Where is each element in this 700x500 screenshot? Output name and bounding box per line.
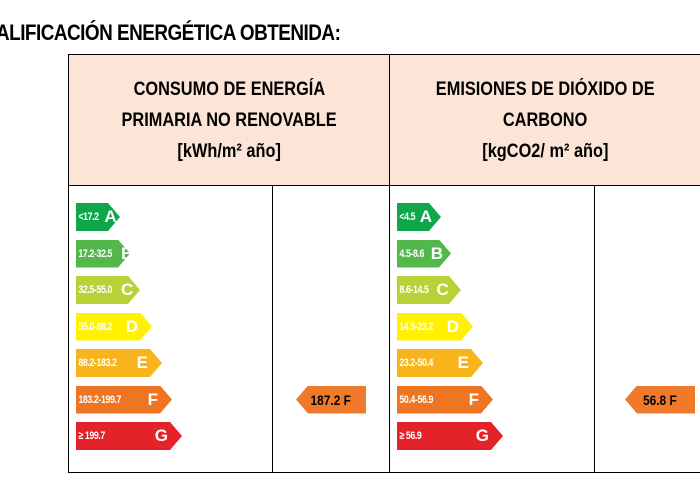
band-letter: E (136, 353, 148, 372)
table-border-mid (69, 185, 700, 186)
band-range-label: 4.5-8.6 (399, 247, 424, 260)
table-divider-left-result (272, 185, 273, 473)
energy-band-g-emissions: ≥ 56.9 G (397, 422, 503, 450)
energy-band-e-emissions: 23.2-50.4 E (397, 349, 483, 377)
header-emissions-unit: [kgCO2/ m² año] (481, 140, 609, 162)
band-range-label: <17.2 (78, 211, 99, 223)
header-energy: CONSUMO DE ENERGÍA PRIMARIA NO RENOVABLE… (69, 55, 389, 185)
band-range-label: 50.4-56.9 (399, 393, 433, 406)
energy-band-d-consumption: 55.0-88.2 D (76, 313, 152, 341)
band-letter: F (468, 389, 479, 409)
band-letter: F (147, 389, 158, 409)
energy-band-d-emissions: 14.5-23.2 D (397, 313, 473, 341)
band-range-label: 23.2-50.4 (399, 357, 433, 369)
energy-band-a-emissions: <4.5 A (397, 203, 441, 231)
energy-band-f-consumption: 183.2-199.7 F (76, 386, 172, 414)
band-letter: C (436, 280, 449, 299)
header-emissions-line2: CARBONO (502, 109, 588, 131)
energy-band-a-consumption: <17.2 A (76, 203, 120, 231)
band-letter: E (457, 353, 469, 372)
band-range-label: 183.2-199.7 (78, 393, 121, 406)
table-border-left (68, 54, 69, 473)
page-title: ALIFICACIÓN ENERGÉTICA OBTENIDA: (0, 20, 341, 45)
result-value: 187.2 F (310, 391, 352, 408)
band-range-label: 17.2-32.5 (78, 247, 112, 260)
band-range-label: ≥ 199.7 (78, 430, 105, 442)
consumption-result-arrow: 187.2 F (296, 385, 366, 414)
band-letter: G (475, 426, 489, 445)
band-range-label: 32.5-55.0 (78, 284, 112, 296)
energy-band-g-consumption: ≥ 199.7 G (76, 422, 182, 450)
header-emissions-line1: EMISIONES DE DIÓXIDO DE (435, 78, 655, 100)
table-border-bottom (69, 472, 700, 473)
band-letter: A (104, 207, 117, 226)
table-border-top (69, 54, 700, 55)
table-divider-right-result (594, 185, 595, 473)
header-energy-line2: PRIMARIA NO RENOVABLE (121, 109, 337, 131)
result-value: 56.8 F (643, 391, 677, 408)
energy-band-b-emissions: 4.5-8.6 B (397, 240, 451, 268)
band-letter: B (430, 243, 444, 263)
band-range-label: <4.5 (399, 211, 416, 223)
energy-band-e-consumption: 88.2-183.2 E (76, 349, 162, 377)
band-letter: G (154, 426, 168, 445)
band-letter: A (419, 207, 432, 226)
emissions-result-arrow: 56.8 F (625, 385, 695, 414)
header-energy-line1: CONSUMO DE ENERGÍA (133, 78, 325, 100)
band-range-label: 88.2-183.2 (78, 357, 117, 369)
table-divider-center (389, 54, 390, 473)
band-range-label: 14.5-23.2 (399, 320, 433, 333)
band-letter: D (125, 316, 138, 336)
energy-band-c-consumption: 32.5-55.0 C (76, 276, 140, 304)
energy-band-b-consumption: 17.2-32.5 B (76, 240, 130, 268)
band-letter: C (120, 280, 134, 299)
band-range-label: 8.6-14.5 (399, 284, 429, 296)
energy-band-c-emissions: 8.6-14.5 C (397, 276, 461, 304)
header-energy-unit: [kWh/m² año] (177, 140, 281, 162)
band-range-label: ≥ 56.9 (399, 430, 422, 442)
band-letter: D (446, 316, 459, 336)
header-emissions: EMISIONES DE DIÓXIDO DE CARBONO [kgCO2/ … (390, 55, 700, 185)
energy-band-f-emissions: 50.4-56.9 F (397, 386, 493, 414)
band-letter: B (120, 243, 134, 263)
band-range-label: 55.0-88.2 (78, 320, 112, 333)
